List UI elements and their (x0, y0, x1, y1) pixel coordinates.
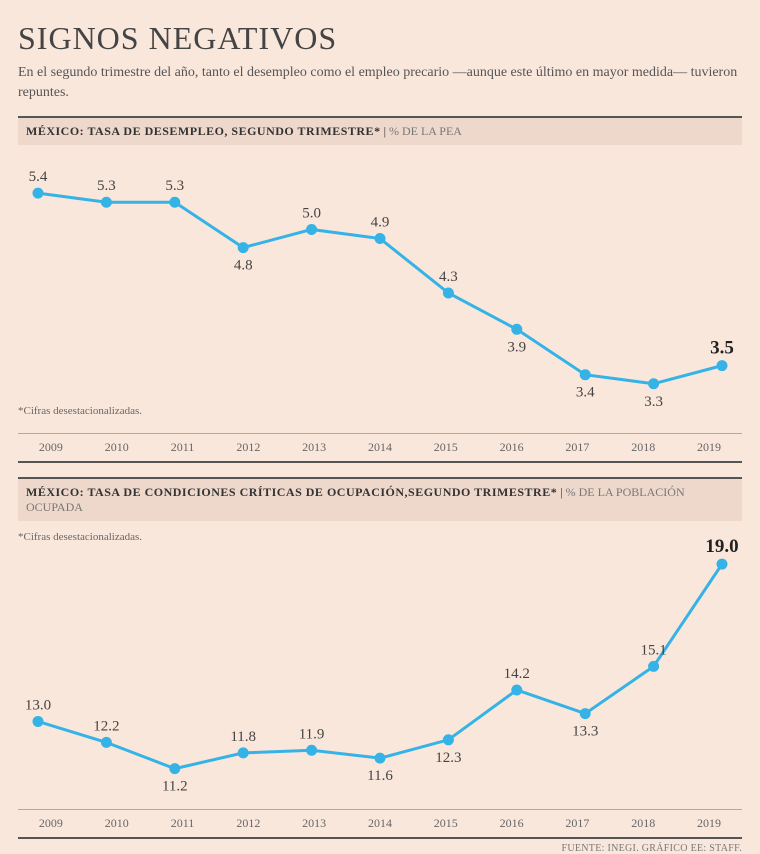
data-point (580, 370, 590, 380)
data-label: 13.0 (25, 698, 51, 714)
chart2-note: *Cifras desestacionalizadas. (18, 531, 142, 543)
data-label: 19.0 (705, 536, 738, 557)
data-point (238, 748, 248, 758)
xaxis-year: 2018 (610, 816, 676, 831)
data-point (33, 717, 43, 727)
line-series (38, 564, 722, 769)
data-point (170, 197, 180, 207)
data-label: 11.8 (230, 729, 256, 745)
data-point (443, 735, 453, 745)
data-label: 5.0 (302, 206, 321, 222)
chart2-title: MÉXICO: TASA DE CONDICIONES CRÍTICAS DE … (26, 485, 557, 499)
data-point (443, 288, 453, 298)
chart1-title: MÉXICO: TASA DE DESEMPLEO, SEGUNDO TRIME… (26, 124, 381, 138)
data-label: 14.2 (504, 666, 530, 682)
chart2-xaxis: 2009201020112012201320142015201620172018… (18, 809, 742, 839)
data-point (717, 361, 727, 371)
data-label: 5.4 (29, 169, 48, 185)
xaxis-year: 2018 (610, 440, 676, 455)
data-point (580, 709, 590, 719)
data-label: 4.8 (234, 258, 253, 274)
data-label: 12.3 (435, 750, 461, 766)
data-label: 3.3 (644, 394, 663, 410)
data-label: 15.1 (640, 643, 666, 659)
chart1-xaxis: 2009201020112012201320142015201620172018… (18, 433, 742, 463)
chart2-plot: 13.0 12.2 11.2 11.8 11.9 11.6 12.3 14.2 13.3 15.1… (18, 521, 742, 801)
xaxis-year: 2012 (215, 440, 281, 455)
xaxis-year: 2016 (479, 816, 545, 831)
xaxis-year: 2010 (84, 440, 150, 455)
footer-credit: FUENTE: INEGI. GRÁFICO EE: STAFF. (18, 843, 742, 854)
data-point (238, 243, 248, 253)
page-title: SIGNOS NEGATIVOS (18, 20, 742, 57)
xaxis-year: 2013 (281, 440, 347, 455)
data-point (649, 662, 659, 672)
xaxis-year: 2017 (545, 440, 611, 455)
xaxis-year: 2009 (18, 440, 84, 455)
data-point (375, 753, 385, 763)
xaxis-year: 2013 (281, 816, 347, 831)
xaxis-year: 2014 (347, 816, 413, 831)
data-point (717, 559, 727, 569)
data-label: 3.5 (710, 338, 734, 359)
data-point (512, 685, 522, 695)
chart1-header: MÉXICO: TASA DE DESEMPLEO, SEGUNDO TRIME… (18, 116, 742, 145)
xaxis-year: 2015 (413, 816, 479, 831)
xaxis-year: 2019 (676, 440, 742, 455)
chart1-svg: 5.4 5.3 5.3 4.8 5.0 4.9 4.3 3.9 3.4 3.3 3.5 (18, 145, 742, 425)
chart1-plot: 5.4 5.3 5.3 4.8 5.0 4.9 4.3 3.9 3.4 3.3 3.5 *Cifra… (18, 145, 742, 425)
chart1-note: *Cifras desestacionalizadas. (18, 405, 142, 417)
xaxis-year: 2010 (84, 816, 150, 831)
chart2-svg: 13.0 12.2 11.2 11.8 11.9 11.6 12.3 14.2 13.3 15.1… (18, 521, 742, 801)
data-point (101, 738, 111, 748)
xaxis-year: 2017 (545, 816, 611, 831)
data-label: 3.4 (576, 385, 595, 401)
data-label: 11.2 (162, 779, 188, 795)
xaxis-year: 2019 (676, 816, 742, 831)
data-label: 11.6 (367, 768, 393, 784)
data-point (512, 324, 522, 334)
data-label: 4.9 (371, 215, 390, 231)
data-point (307, 225, 317, 235)
xaxis-year: 2011 (150, 816, 216, 831)
chart1-unit: % DE LA PEA (389, 124, 462, 138)
data-label: 5.3 (165, 178, 184, 194)
chart2-header: MÉXICO: TASA DE CONDICIONES CRÍTICAS DE … (18, 477, 742, 521)
data-label: 11.9 (299, 726, 325, 742)
data-point (307, 745, 317, 755)
xaxis-year: 2009 (18, 816, 84, 831)
data-point (649, 379, 659, 389)
data-point (375, 234, 385, 244)
data-label: 13.3 (572, 724, 598, 740)
data-label: 12.2 (93, 719, 119, 735)
data-point (101, 197, 111, 207)
xaxis-year: 2015 (413, 440, 479, 455)
xaxis-year: 2014 (347, 440, 413, 455)
page-subtitle: En el segundo trimestre del año, tanto e… (18, 63, 742, 102)
data-label: 5.3 (97, 178, 116, 194)
data-point (33, 188, 43, 198)
xaxis-year: 2012 (215, 816, 281, 831)
data-label: 3.9 (507, 339, 526, 355)
xaxis-year: 2011 (150, 440, 216, 455)
data-label: 4.3 (439, 269, 458, 285)
xaxis-year: 2016 (479, 440, 545, 455)
data-point (170, 764, 180, 774)
